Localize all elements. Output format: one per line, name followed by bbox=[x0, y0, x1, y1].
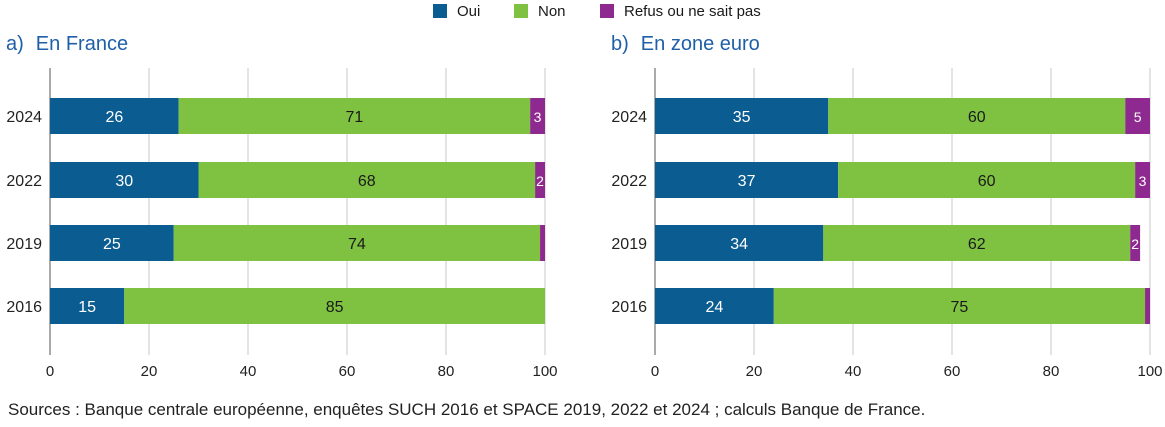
legend-item-oui: Oui bbox=[433, 2, 480, 20]
panel-b-bar-refus bbox=[1135, 162, 1150, 198]
panel-a-bar-oui bbox=[50, 98, 179, 134]
panel-a-data-label: 68 bbox=[358, 173, 376, 190]
panel-a-bar-non bbox=[124, 288, 545, 324]
panel-b-bar-oui bbox=[655, 98, 829, 134]
panel-b-data-label: 62 bbox=[968, 236, 986, 253]
panel-a-bar-refus bbox=[540, 225, 545, 261]
panel-a-bar-oui bbox=[50, 225, 174, 261]
panel-b-data-label: 35 bbox=[733, 109, 751, 126]
panel-b-data-label: 2 bbox=[1131, 236, 1139, 252]
panel-a-x-tick-label: 0 bbox=[46, 363, 54, 380]
panel-b-category-label: 2022 bbox=[611, 173, 647, 190]
panel-a-data-label: 26 bbox=[105, 109, 123, 126]
panel-a-x-tick-label: 80 bbox=[438, 363, 455, 380]
legend-item-refus: Refus ou ne sait pas bbox=[600, 2, 761, 20]
panel-a-category-label: 2024 bbox=[6, 109, 42, 126]
panel-b-x-tick-label: 0 bbox=[651, 363, 659, 380]
legend-label-refus: Refus ou ne sait pas bbox=[624, 2, 761, 20]
legend-swatch-oui bbox=[433, 4, 447, 18]
legend-label-oui: Oui bbox=[457, 2, 481, 20]
panel-b-bar-non bbox=[828, 98, 1126, 134]
panel-b-bar-refus bbox=[1125, 98, 1150, 134]
panel-a-bar-oui bbox=[50, 162, 199, 198]
panel-a-chart: 0 20 40 60 80 100 2024 26 71 3 2022 30 68 2 2019 25 74 20… bbox=[6, 68, 558, 380]
panel-b-bar-refus bbox=[1145, 288, 1150, 324]
panel-a-data-label: 2 bbox=[536, 173, 544, 189]
panel-b-letter: b) bbox=[611, 33, 629, 55]
panel-b-x-tick-label: 100 bbox=[1137, 363, 1162, 380]
panel-b-title-text: En zone euro bbox=[640, 33, 760, 55]
panel-a-x-tick-label: 60 bbox=[339, 363, 356, 380]
panel-a-letter: a) bbox=[6, 33, 24, 55]
panel-a-x-tick-label: 20 bbox=[141, 363, 158, 380]
panel-a-data-label: 71 bbox=[346, 109, 364, 126]
panel-a-category-label: 2022 bbox=[6, 173, 42, 190]
legend-swatch-refus bbox=[600, 4, 614, 18]
panel-b-x-tick-label: 60 bbox=[944, 363, 961, 380]
panel-a-bar-non bbox=[198, 162, 536, 198]
panel-b-x-tick-label: 40 bbox=[845, 363, 862, 380]
panel-b-bar-refus bbox=[1130, 225, 1141, 261]
panel-b-category-label: 2019 bbox=[611, 236, 647, 253]
chart-legend: Oui Non Refus ou ne sait pas bbox=[0, 0, 1165, 24]
panel-a-data-label: 30 bbox=[115, 173, 133, 190]
panel-b-bar-oui bbox=[655, 162, 839, 198]
panel-a-category-label: 2019 bbox=[6, 236, 42, 253]
panel-b-x-tick-label: 80 bbox=[1043, 363, 1060, 380]
panel-a-x-tick-label: 100 bbox=[532, 363, 557, 380]
panel-b-category-label: 2016 bbox=[611, 299, 647, 316]
panel-a-title-text: En France bbox=[35, 33, 129, 55]
panel-a-bar-non bbox=[173, 225, 541, 261]
panel-a-bar-refus bbox=[530, 98, 545, 134]
panel-b-data-label: 5 bbox=[1134, 109, 1142, 125]
panel-b-bar-non bbox=[838, 162, 1136, 198]
panel-b-category-label: 2024 bbox=[611, 109, 647, 126]
source-note: Sources : Banque centrale européenne, en… bbox=[8, 400, 926, 419]
panel-b-bar-non bbox=[773, 288, 1146, 324]
panel-b-data-label: 34 bbox=[730, 236, 748, 253]
panel-a-bar-refus bbox=[535, 162, 545, 198]
panel-a-data-label: 15 bbox=[78, 299, 96, 316]
panel-b-data-label: 60 bbox=[978, 173, 996, 190]
panel-a-data-label: 85 bbox=[326, 299, 344, 316]
panel-b-x-tick-label: 20 bbox=[746, 363, 763, 380]
panel-b-data-label: 3 bbox=[1139, 173, 1147, 189]
panel-a-category-label: 2016 bbox=[6, 299, 42, 316]
panel-b-data-label: 37 bbox=[738, 173, 756, 190]
panel-a-data-label: 3 bbox=[534, 109, 542, 125]
panel-a-x-tick-label: 40 bbox=[240, 363, 257, 380]
legend-item-non: Non bbox=[514, 2, 566, 20]
panel-b-title: b) En zone euro bbox=[611, 33, 760, 56]
legend-swatch-non bbox=[514, 4, 528, 18]
legend-label-non: Non bbox=[538, 2, 566, 20]
panel-b-bar-non bbox=[823, 225, 1131, 261]
panel-a-data-label: 74 bbox=[348, 236, 366, 253]
panel-b-data-label: 24 bbox=[706, 299, 724, 316]
panel-a-data-label: 25 bbox=[103, 236, 121, 253]
panel-a-bar-oui bbox=[50, 288, 125, 324]
panel-a-title: a) En France bbox=[6, 33, 128, 56]
panel-b-chart: 0 20 40 60 80 100 2024 35 60 5 2022 37 60 3 2019 34 62 2 2… bbox=[611, 68, 1163, 380]
panel-a-bar-non bbox=[178, 98, 531, 134]
panel-b-data-label: 75 bbox=[951, 299, 969, 316]
panel-b-bar-oui bbox=[655, 225, 824, 261]
panel-b-data-label: 60 bbox=[968, 109, 986, 126]
panel-b-bar-oui bbox=[655, 288, 774, 324]
